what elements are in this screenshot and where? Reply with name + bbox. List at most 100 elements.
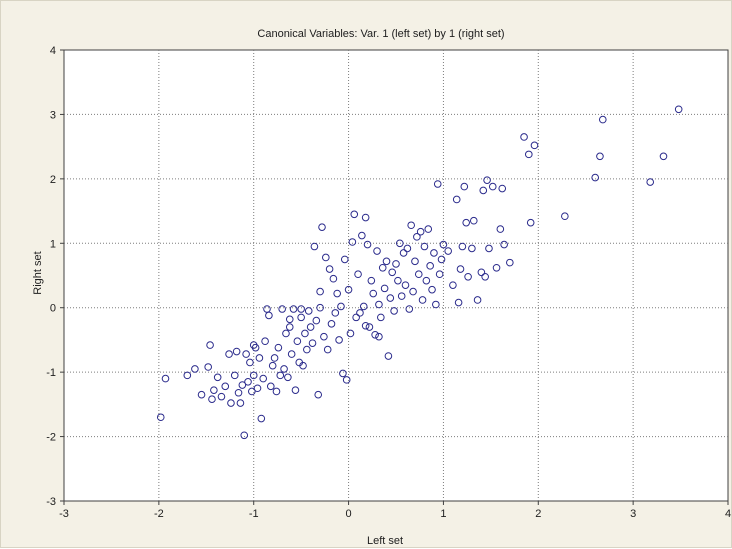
data-point: [161, 374, 170, 383]
data-point: [299, 361, 307, 370]
x-tick-label: -3: [59, 508, 69, 520]
data-point: [365, 323, 374, 331]
data-point: [306, 323, 315, 331]
data-point: [285, 323, 294, 331]
y-tick-label: 2: [50, 174, 56, 186]
data-point: [297, 313, 305, 322]
data-point: [246, 358, 254, 367]
data-point: [213, 373, 222, 382]
data-point: [481, 272, 489, 281]
data-point: [460, 182, 469, 191]
data-point: [344, 285, 353, 294]
data-point: [340, 255, 349, 264]
data-point: [526, 218, 535, 227]
data-point: [270, 354, 279, 362]
data-point: [488, 182, 497, 191]
data-point: [210, 386, 218, 394]
data-point: [477, 268, 486, 277]
data-point: [367, 276, 376, 285]
data-point: [255, 354, 264, 362]
data-point: [191, 365, 199, 373]
data-point: [390, 307, 398, 315]
data-point: [394, 276, 402, 285]
data-point: [272, 387, 281, 396]
data-point: [361, 321, 370, 330]
data-point: [375, 332, 383, 341]
data-point: [413, 233, 421, 241]
data-point: [479, 186, 488, 195]
data-point: [197, 390, 206, 399]
data-point: [469, 216, 478, 225]
data-point: [462, 218, 470, 227]
data-point: [304, 307, 313, 315]
data-point: [342, 376, 351, 384]
data-point: [268, 361, 277, 370]
data-point: [384, 352, 393, 360]
data-point: [439, 240, 448, 249]
y-tick-label: -2: [46, 432, 56, 444]
data-point: [433, 180, 442, 188]
data-point: [339, 369, 347, 378]
data-point: [257, 414, 266, 423]
data-point: [646, 178, 655, 186]
data-point: [329, 274, 338, 283]
data-point: [316, 287, 324, 296]
data-point: [303, 345, 311, 354]
data-point: [405, 305, 414, 313]
data-point: [380, 284, 389, 293]
data-point: [348, 238, 357, 246]
data-point: [500, 240, 508, 249]
grid-lines: [64, 50, 728, 501]
data-point: [401, 281, 410, 289]
x-tick-label: 1: [440, 508, 446, 520]
data-point: [227, 399, 235, 407]
data-point: [234, 388, 243, 397]
axis-ticks: -3 -2 -1 0 1 2 3 4 -3 -2 -1 0 1 2 3 4: [46, 45, 731, 520]
data-point: [297, 305, 305, 313]
data-point: [506, 258, 514, 267]
data-point: [473, 296, 482, 304]
data-point: [359, 302, 368, 311]
data-point: [261, 337, 269, 346]
y-tick-label: 4: [50, 45, 56, 57]
data-point: [221, 382, 230, 391]
data-point: [373, 247, 381, 255]
plot-area: [63, 49, 729, 502]
data-point: [323, 345, 332, 354]
data-point: [397, 292, 406, 300]
data-point: [204, 363, 212, 371]
x-tick-label: -2: [154, 508, 164, 520]
data-point: [217, 392, 226, 401]
data-point: [236, 399, 245, 407]
data-point: [249, 341, 258, 349]
data-point: [265, 311, 273, 320]
data-point: [310, 242, 319, 251]
data-point: [346, 329, 355, 338]
data-point: [291, 386, 300, 394]
data-point: [458, 242, 467, 251]
data-point: [337, 302, 345, 311]
data-point: [403, 244, 412, 253]
data-point: [327, 320, 336, 328]
data-point: [386, 294, 395, 302]
y-axis-title: Right set: [32, 251, 44, 294]
data-point: [375, 300, 383, 309]
data-point: [350, 210, 359, 219]
data-point: [320, 332, 328, 341]
data-point: [416, 227, 425, 236]
data-point: [435, 270, 444, 279]
data-point: [498, 184, 507, 193]
x-tick-label: 3: [630, 508, 636, 520]
data-point: [352, 313, 360, 322]
data-point: [289, 305, 298, 313]
x-tick-label: -1: [249, 508, 259, 520]
data-point: [468, 244, 476, 253]
data-point: [377, 313, 385, 322]
data-point: [266, 382, 275, 391]
y-tick-label: 1: [50, 238, 56, 250]
data-point: [232, 347, 241, 356]
x-tick-label: 0: [346, 508, 352, 520]
data-point: [238, 381, 247, 389]
data-point: [399, 249, 408, 257]
